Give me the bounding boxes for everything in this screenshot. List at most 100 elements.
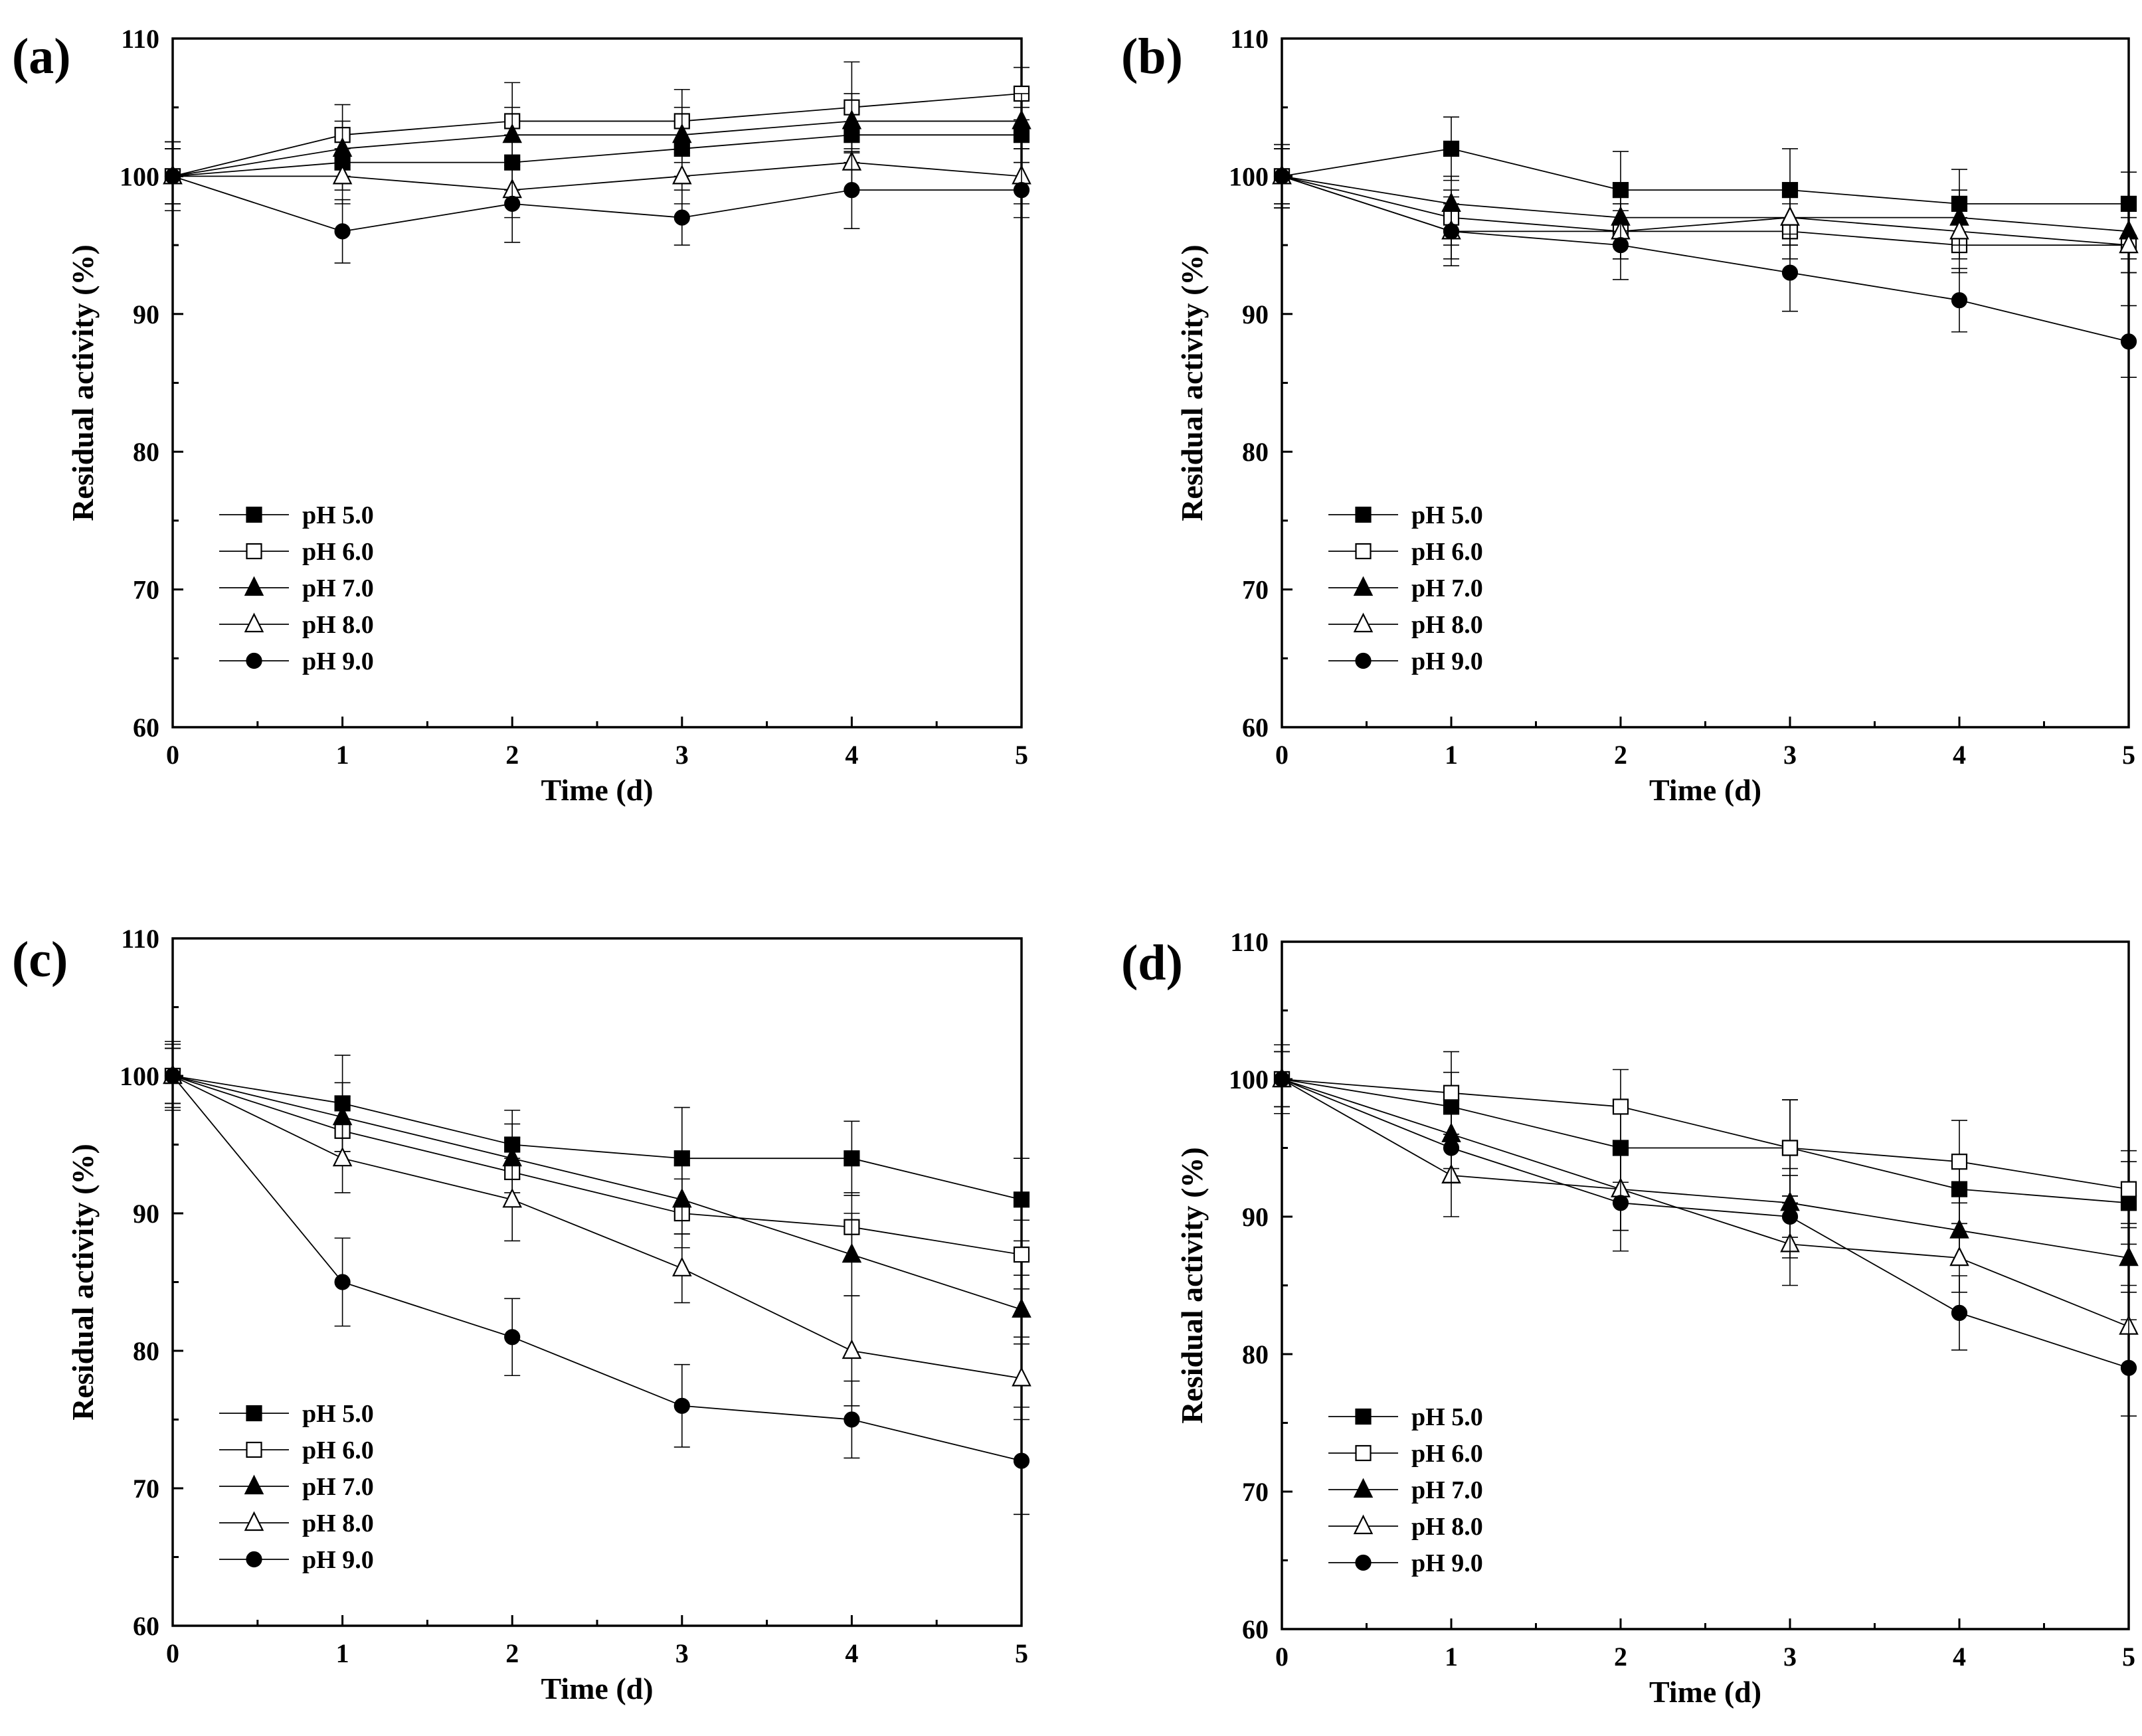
y-tick-label: 110 <box>121 924 159 954</box>
series-ph-9.0 <box>164 141 1030 264</box>
legend-marker <box>1353 576 1374 596</box>
x-tick-label: 1 <box>1445 1642 1458 1672</box>
legend-label: pH 5.0 <box>1411 1403 1483 1431</box>
series-ph-5.0 <box>164 1043 1030 1242</box>
x-tick-label: 5 <box>1015 1638 1028 1668</box>
legend: pH 5.0 pH 6.0 pH 7.0 pH 8.0 pH 9.0 <box>1328 1403 1483 1577</box>
y-tick-label: 80 <box>1242 1340 1269 1369</box>
legend-label: pH 5.0 <box>302 1400 374 1428</box>
y-tick-label: 90 <box>133 300 159 329</box>
data-point <box>673 1397 690 1414</box>
legend-label: pH 5.0 <box>1411 501 1483 529</box>
data-point <box>672 123 692 143</box>
series-ph-9.0 <box>164 1041 1030 1516</box>
y-tick-label: 80 <box>133 1336 159 1366</box>
x-axis-title: Time (d) <box>1649 1675 1761 1709</box>
plot-frame <box>1281 37 2130 729</box>
x-tick-label: 2 <box>505 1638 519 1668</box>
legend-label: pH 5.0 <box>302 501 374 529</box>
y-tick-label: 100 <box>1229 161 1269 191</box>
series-line <box>1281 175 2129 343</box>
series-line <box>1281 1079 2129 1328</box>
x-tick-label: 1 <box>336 740 349 770</box>
data-point <box>2120 1359 2137 1376</box>
x-axis-title: Time (d) <box>541 1672 653 1705</box>
x-tick-label: 3 <box>1783 1642 1797 1672</box>
legend-item: pH 8.0 <box>219 611 374 639</box>
legend-item: pH 7.0 <box>219 574 374 602</box>
series-line <box>172 1075 1022 1379</box>
series-ph-7.0 <box>1272 1051 2139 1293</box>
data-point <box>1781 264 1799 281</box>
legend-marker <box>1353 612 1374 633</box>
legend-marker <box>1353 1514 1374 1535</box>
data-point <box>1951 292 1968 309</box>
panel-label: (c) <box>12 932 68 988</box>
legend-item: pH 9.0 <box>1328 648 1483 675</box>
data-point <box>504 195 521 212</box>
plot-frame <box>171 37 1023 729</box>
series-line <box>172 1075 1022 1462</box>
y-axis-title: Residual activity (%) <box>1175 1147 1209 1424</box>
data-point <box>1443 223 1460 240</box>
data-point <box>164 1067 181 1085</box>
data-point <box>844 182 860 199</box>
y-tick-label: 70 <box>133 575 159 605</box>
y-axis-title: Residual activity (%) <box>66 244 100 521</box>
data-point <box>1612 1195 1629 1211</box>
legend-item: pH 6.0 <box>1328 538 1483 566</box>
data-point <box>844 1411 860 1428</box>
legend-item: pH 5.0 <box>219 501 374 529</box>
legend-item: pH 9.0 <box>1328 1549 1483 1577</box>
legend-label: pH 9.0 <box>302 648 374 675</box>
data-point <box>1012 109 1031 130</box>
data-point <box>1013 1246 1030 1263</box>
y-tick-label: 70 <box>1242 575 1269 605</box>
legend-marker <box>244 576 264 596</box>
data-point <box>502 123 522 143</box>
legend: pH 5.0 pH 6.0 pH 7.0 pH 8.0 pH 9.0 <box>1328 501 1483 675</box>
legend-item: pH 6.0 <box>219 1436 374 1464</box>
data-point <box>1013 1191 1030 1208</box>
y-tick-label: 80 <box>133 437 159 467</box>
data-point <box>842 109 862 130</box>
y-tick-label: 100 <box>120 161 159 191</box>
data-point <box>2119 1246 2139 1266</box>
panel-c: (c) 60 70 80 90 100 110 0 1 2 3 4 5 Time (d) Residual … <box>12 924 1031 1705</box>
panel-a: (a) 60 70 80 90 100 110 0 1 2 3 4 5 Time (d) Residual … <box>12 24 1031 807</box>
x-tick-label: 2 <box>1614 740 1627 770</box>
y-tick-label: 110 <box>1230 927 1269 957</box>
x-tick-label: 0 <box>166 1638 179 1668</box>
legend-label: pH 7.0 <box>1411 574 1483 602</box>
data-point <box>1781 1208 1799 1225</box>
x-tick-label: 4 <box>1953 1642 1966 1672</box>
y-tick-label: 90 <box>133 1199 159 1229</box>
data-point <box>334 1274 351 1290</box>
data-point <box>1949 1246 1969 1266</box>
series-ph-6.0 <box>1273 1044 2137 1229</box>
legend-label: pH 8.0 <box>1411 611 1483 639</box>
legend-marker <box>1353 1478 1374 1498</box>
legend-marker <box>246 1551 262 1568</box>
x-tick-label: 1 <box>336 1638 349 1668</box>
series-line <box>172 175 1022 232</box>
legend-label: pH 7.0 <box>1411 1476 1483 1504</box>
series-line <box>172 1075 1022 1201</box>
legend-label: pH 9.0 <box>1411 648 1483 675</box>
data-point <box>1612 1098 1629 1115</box>
series-ph-5.0 <box>1273 116 2137 239</box>
plot-frame <box>171 937 1023 1627</box>
series-ph-8.0 <box>1272 148 2139 274</box>
legend-label: pH 6.0 <box>1411 538 1483 566</box>
data-point <box>1780 206 1800 226</box>
data-point <box>1012 1366 1031 1387</box>
legend-item: pH 7.0 <box>1328 1476 1483 1504</box>
y-tick-label: 100 <box>120 1061 159 1091</box>
legend-label: pH 7.0 <box>302 574 374 602</box>
legend-label: pH 8.0 <box>302 611 374 639</box>
y-axis-title: Residual activity (%) <box>66 1144 100 1421</box>
series-ph-5.0 <box>1273 1044 2137 1245</box>
legend-label: pH 6.0 <box>1411 1440 1483 1468</box>
data-point <box>1951 1154 1968 1170</box>
